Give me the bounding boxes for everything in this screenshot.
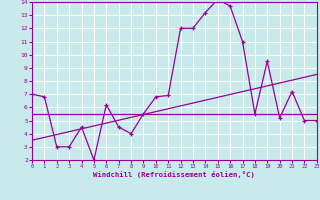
X-axis label: Windchill (Refroidissement éolien,°C): Windchill (Refroidissement éolien,°C): [93, 171, 255, 178]
